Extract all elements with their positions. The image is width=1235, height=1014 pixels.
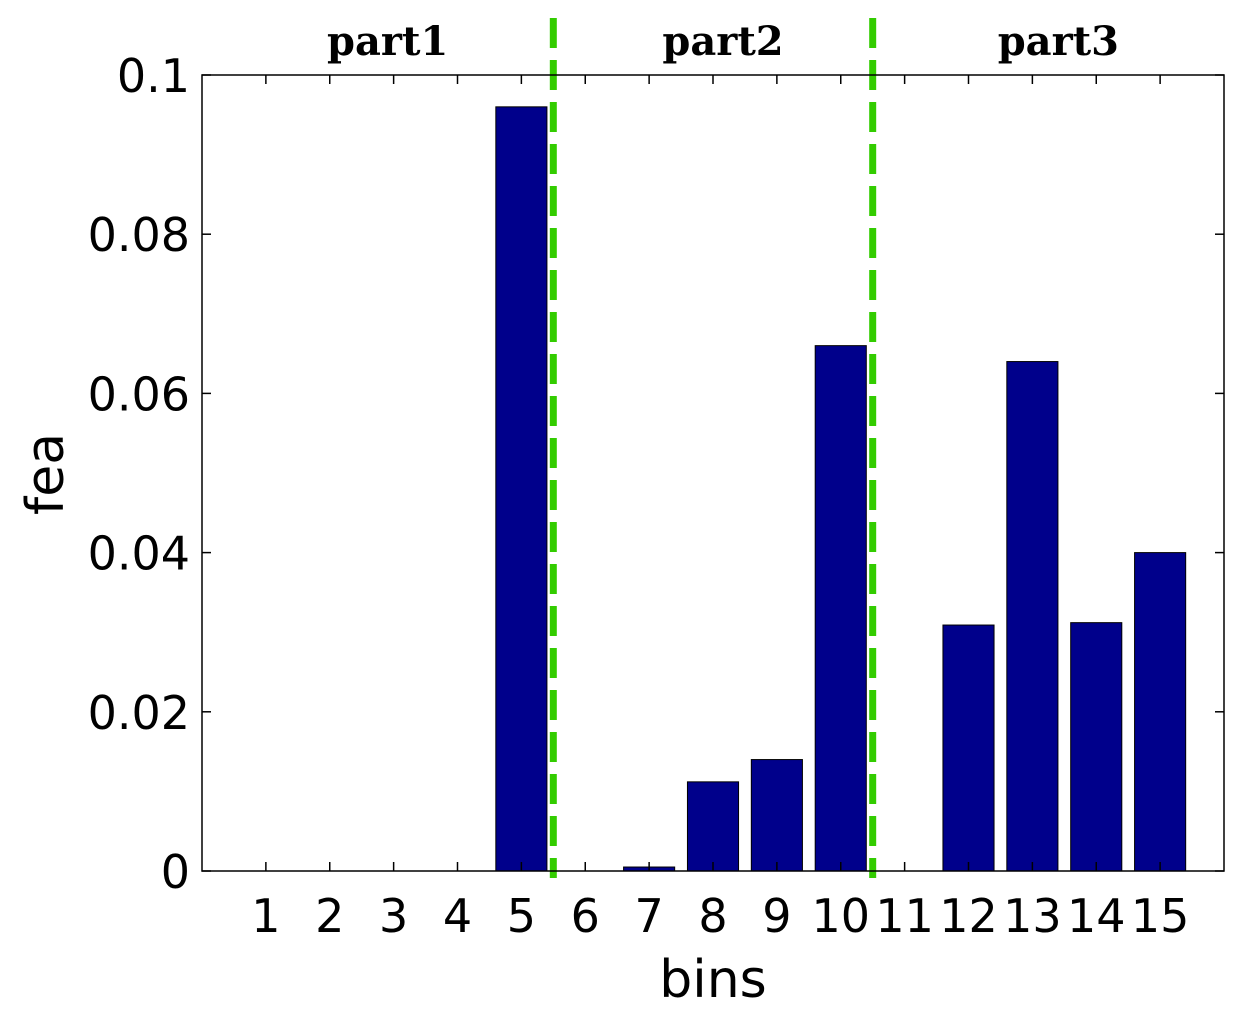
bar-12 [942,624,995,872]
bar-13 [1006,361,1059,872]
x-tick-label: 3 [379,889,408,943]
part-label-2: part2 [662,18,783,65]
x-tick-label: 12 [939,889,998,943]
part-labels: part1 part2 part3 [327,18,1119,65]
x-tick-labels: 1 2 3 4 5 6 7 8 9 10 11 12 13 14 15 [251,889,1189,943]
x-tick-label: 5 [507,889,536,943]
y-tick-label: 0.02 [88,686,190,740]
x-tick-label: 14 [1067,889,1126,943]
bar-9 [750,759,803,872]
x-tick-label: 4 [443,889,472,943]
x-tick-label: 11 [875,889,934,943]
y-tick-label: 0.08 [88,208,190,262]
x-tick-label: 10 [811,889,870,943]
x-tick-label: 13 [1003,889,1062,943]
y-tick-label: 0.1 [117,49,190,103]
y-tick-label: 0.06 [88,367,190,421]
y-tick-label: 0.04 [88,527,190,581]
bar-14 [1070,622,1123,872]
bar-8 [686,781,740,872]
y-tick-labels: 0 0.02 0.04 0.06 0.08 0.1 [88,49,190,899]
bar-5 [495,106,548,872]
x-tick-label: 15 [1131,889,1190,943]
bars-group [495,106,1187,872]
x-tick-label: 7 [634,889,663,943]
bar-10 [814,345,867,872]
part-label-1: part1 [327,18,448,65]
x-tick-label: 9 [762,889,791,943]
y-tick-label: 0 [161,845,190,899]
x-tick-label: 1 [251,889,280,943]
x-tick-label: 6 [571,889,600,943]
bar-15 [1134,552,1187,872]
separators-group [549,18,877,878]
x-axis-label: bins [659,950,767,1010]
part-label-3: part3 [998,18,1119,65]
x-tick-label: 2 [315,889,344,943]
ticks-group [202,74,1224,872]
x-tick-label: 8 [698,889,727,943]
y-axis-label: fea [16,433,76,515]
